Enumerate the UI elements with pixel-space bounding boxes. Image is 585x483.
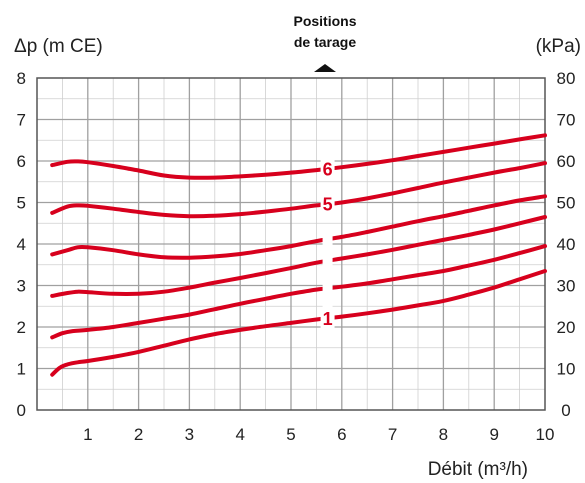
y-tick-label-right: 40 [557,235,576,254]
y-tick-label-right: 10 [557,360,576,379]
series-label-bg-6 [320,158,335,179]
series-label-1: 1 [323,309,333,329]
y-tick-label-right: 70 [557,111,576,130]
series-line-3 [50,215,547,298]
x-tick-label: 2 [134,425,143,444]
y-tick-label-right: 80 [557,69,576,88]
curve-gap [322,235,333,323]
y-ticks-right: 0 10 20 30 40 50 60 70 80 [557,69,576,420]
series-label-bg-5 [320,194,335,215]
y-tick-label-left: 0 [17,401,26,420]
arrow-up-icon [314,64,336,72]
x-tick-label: 1 [83,425,92,444]
series-line-5 [50,161,547,219]
y-tick-label-right: 50 [557,194,576,213]
y-tick-label-right: 20 [557,318,576,337]
y-tick-label-left: 2 [17,318,26,337]
y-axis-title-right: (kPa) [536,36,581,57]
annotation-positions-de-tarage: Positions de tarage [293,13,357,72]
y-tick-label-left: 4 [17,235,26,254]
x-tick-label: 9 [489,425,498,444]
y-tick-label-right: 0 [561,401,570,420]
y-tick-label-left: 5 [17,194,26,213]
series-label-5: 5 [323,195,333,215]
series-line-2 [50,244,547,340]
y-tick-label-right: 60 [557,152,576,171]
annotation-line-1: Positions [293,13,356,29]
y-tick-label-left: 3 [17,277,26,296]
y-tick-label-left: 1 [17,360,26,379]
y-tick-label-left: 7 [17,111,26,130]
series-label-bg-1 [320,308,335,329]
x-tick-label: 8 [439,425,448,444]
x-tick-label: 6 [337,425,346,444]
series-line-1 [50,269,547,377]
series-line-6 [50,133,547,180]
y-tick-label-left: 6 [17,152,26,171]
y-tick-label-right: 30 [557,277,576,296]
annotation-line-2: de tarage [294,34,356,50]
gap-group [322,235,333,323]
x-ticks: 1 2 3 4 5 6 7 8 9 10 [83,425,554,444]
x-tick-label: 3 [185,425,194,444]
series-labels: 1 5 6 [320,158,335,329]
series-group [50,133,547,377]
x-tick-label: 7 [388,425,397,444]
y-ticks-left: 0 1 2 3 4 5 6 7 8 [17,69,26,420]
grid-major [37,78,545,410]
series-line-4 [50,194,547,260]
x-tick-label: 10 [536,425,555,444]
y-tick-label-left: 8 [17,69,26,88]
x-tick-label: 4 [235,425,244,444]
plot-frame [36,77,546,411]
y-axis-title-left: Δp (m CE) [14,36,103,57]
series-label-6: 6 [323,159,333,179]
x-tick-label: 5 [286,425,295,444]
x-axis-title: Débit (m³/h) [428,459,528,480]
